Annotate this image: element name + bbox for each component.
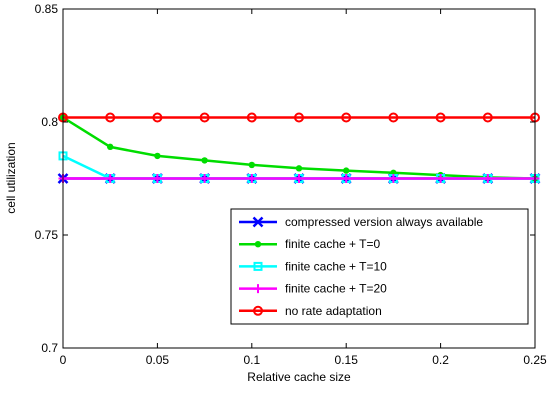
legend-marker <box>253 284 263 294</box>
data-point <box>105 174 115 183</box>
series-1 <box>59 114 539 182</box>
legend: compressed version always available finit… <box>230 208 529 325</box>
legend-label: no rate adaptation <box>285 304 382 318</box>
data-point <box>247 174 257 183</box>
data-point <box>294 112 304 123</box>
legend-label: finite cache + T=0 <box>285 237 381 251</box>
legend-entry: compressed version always available <box>239 215 483 229</box>
data-point <box>200 174 210 183</box>
data-point <box>154 152 161 160</box>
y-tick-label: 0.85 <box>35 2 59 16</box>
x-tick-label: 0.1 <box>243 353 260 367</box>
y-axis-label: cell utilization <box>4 142 18 213</box>
plot-frame <box>62 8 536 349</box>
x-tick-label: 0.25 <box>523 353 547 367</box>
data-point <box>388 174 398 183</box>
data-point <box>199 112 210 123</box>
series-4 <box>58 112 540 123</box>
plot-marks <box>57 112 541 184</box>
legend-marker <box>253 305 263 316</box>
data-point <box>341 174 351 183</box>
axis-ticks: 0 0.05 0.1 0.15 0.2 0.25 0.7 0.75 0.8 0.85 <box>35 2 547 367</box>
data-point <box>482 112 493 123</box>
data-point <box>388 112 399 123</box>
y-tick-label: 0.7 <box>41 341 58 355</box>
x-tick-label: 0.15 <box>335 353 359 367</box>
x-tick-label: 0 <box>60 353 67 367</box>
legend-box <box>230 208 529 325</box>
data-point <box>294 174 304 183</box>
data-point <box>436 174 446 183</box>
data-point <box>201 157 208 164</box>
data-point <box>152 174 162 183</box>
data-point <box>152 112 163 123</box>
y-tick-label: 0.75 <box>35 228 59 242</box>
legend-entry: finite cache + T=10 <box>239 259 387 273</box>
legend-entry: no rate adaptation <box>239 304 382 318</box>
data-point <box>246 112 257 123</box>
x-tick-label: 0.05 <box>146 353 170 367</box>
legend-label: compressed version always available <box>285 215 483 229</box>
data-point <box>105 112 116 123</box>
legend-marker <box>253 261 263 271</box>
x-axis-label: Relative cache size <box>247 370 351 384</box>
y-tick-label: 0.8 <box>41 115 58 129</box>
data-point <box>341 112 352 123</box>
legend-marker <box>254 241 262 248</box>
data-point <box>295 165 303 172</box>
data-point <box>248 161 255 169</box>
legend-entry: finite cache + T=20 <box>239 282 387 296</box>
legend-label: finite cache + T=20 <box>285 282 387 296</box>
data-point <box>107 143 114 151</box>
data-point <box>483 174 493 183</box>
x-tick-label: 0.2 <box>432 353 449 367</box>
legend-label: finite cache + T=10 <box>285 259 387 273</box>
legend-entry: finite cache + T=0 <box>239 237 381 251</box>
legend-marker <box>252 216 264 228</box>
data-point <box>435 112 446 123</box>
data-point <box>343 167 350 174</box>
